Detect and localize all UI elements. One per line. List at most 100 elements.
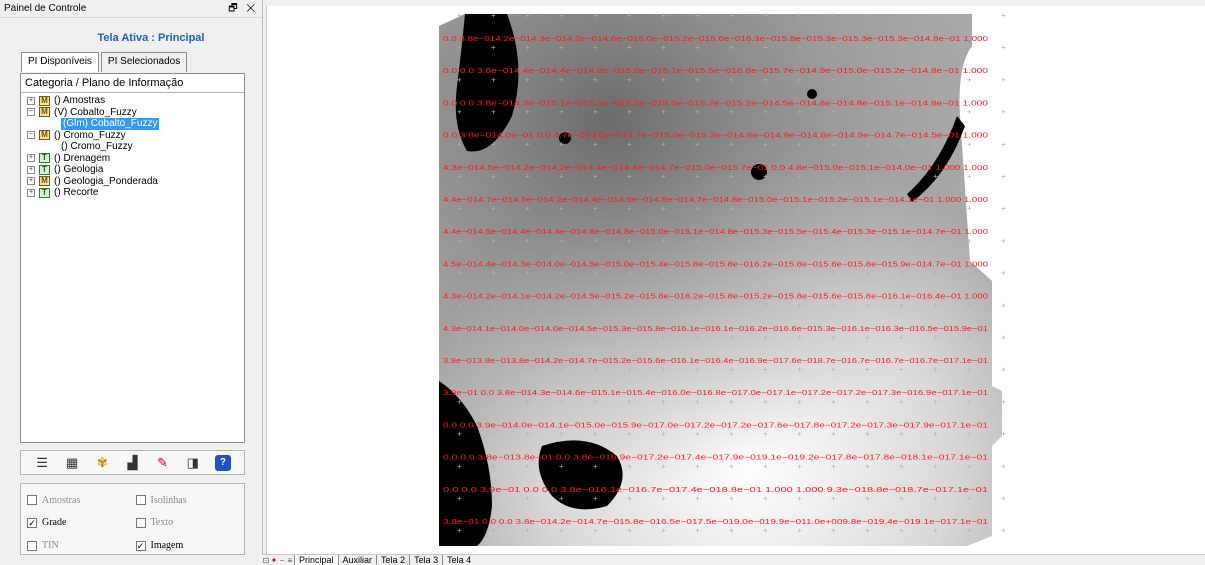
tree-node[interactable]: + T () Drenagem — [21, 153, 244, 165]
grid-marker: + — [831, 11, 836, 20]
expander-icon[interactable]: − — [27, 108, 35, 117]
tab-tela-4[interactable]: Tela 4 — [442, 555, 475, 565]
grid-marker: + — [797, 236, 802, 245]
grid-marker: + — [559, 365, 564, 374]
grid-marker: + — [865, 526, 870, 535]
grid-marker: + — [967, 333, 972, 342]
tree-node[interactable]: − M (V) Cobalto_Fuzzy — [21, 107, 244, 119]
grid-marker: + — [865, 365, 870, 374]
grid-marker: + — [593, 75, 598, 84]
option-label: TIN — [42, 540, 59, 552]
first-screen-icon[interactable]: ⊡ — [262, 555, 270, 565]
expander-icon[interactable]: + — [27, 188, 35, 197]
panel-title-bar: Painel de Controle 🗗 ✕ — [0, 0, 262, 18]
grid-marker: + — [933, 494, 938, 503]
grid-marker: + — [899, 494, 904, 503]
grid-marker: + — [865, 333, 870, 342]
grid-marker: + — [457, 204, 462, 213]
grid-marker: + — [457, 365, 462, 374]
tab-pi-disponiveis[interactable]: PI Disponíveis — [21, 52, 99, 72]
grid-marker: + — [525, 462, 530, 471]
grid-marker: + — [967, 269, 972, 278]
option-checkbox[interactable]: Texto — [135, 515, 245, 532]
grid-marker: + — [933, 269, 938, 278]
checkbox-icon[interactable] — [135, 517, 146, 528]
grid-marker: + — [763, 301, 768, 310]
option-checkbox[interactable]: Amostras — [27, 492, 136, 509]
list-icon[interactable]: ☰ — [36, 454, 48, 470]
grid-marker: + — [1001, 11, 1006, 20]
grid-marker: + — [967, 172, 972, 181]
panel-window-controls[interactable]: 🗗 ✕ — [228, 3, 258, 14]
tab-tela-2[interactable]: Tela 2 — [376, 555, 409, 565]
tree-node[interactable]: () Cromo_Fuzzy — [21, 141, 244, 153]
help-icon[interactable]: ? — [214, 454, 231, 471]
grid-marker: + — [967, 108, 972, 117]
grid-marker: + — [933, 75, 938, 84]
tab-pi-selecionados[interactable]: PI Selecionados — [100, 52, 188, 72]
grid-marker: + — [933, 140, 938, 149]
tree-node[interactable]: + T () Geologia — [21, 164, 244, 176]
grid-marker: + — [933, 11, 938, 20]
grid-marker: + — [661, 236, 666, 245]
category-badge-icon: M — [39, 95, 50, 106]
expander-icon[interactable]: + — [27, 165, 35, 174]
checkbox-icon[interactable]: ✓ — [27, 517, 37, 528]
add-screen-icon[interactable]: ✦ — [270, 555, 278, 565]
control-panel: Painel de Controle 🗗 ✕ Tela Ativa : Prin… — [0, 0, 263, 565]
map-canvas[interactable]: 0.0 3.8e−014.2e−014.3e−014.2e−014.6e−015… — [266, 6, 1205, 554]
grid-marker: + — [797, 333, 802, 342]
grid-marker: + — [797, 269, 802, 278]
tab-auxiliar[interactable]: Auxiliar — [337, 555, 377, 565]
menu-screen-icon[interactable]: ≡ — [287, 555, 293, 565]
expander-icon[interactable]: + — [27, 177, 35, 186]
tab-tela-3[interactable]: Tela 3 — [409, 555, 442, 565]
tree-node[interactable]: (Glm) Cobalto_Fuzzy — [21, 118, 244, 130]
grid-marker: + — [729, 301, 734, 310]
option-label: Isolinhas — [150, 494, 187, 506]
grid-marker: + — [525, 236, 530, 245]
grid-marker: + — [763, 172, 768, 181]
tree-node[interactable]: + M () Amostras — [21, 95, 244, 107]
option-checkbox[interactable]: TIN — [27, 537, 136, 554]
expander-icon[interactable]: + — [27, 154, 35, 163]
option-checkbox[interactable]: ✓ Imagem — [135, 537, 245, 554]
grid-marker: + — [797, 204, 802, 213]
checkbox-icon[interactable] — [27, 540, 37, 551]
table-icon[interactable]: ▦ — [66, 454, 79, 470]
grid-marker: + — [559, 140, 564, 149]
tree-node[interactable]: + T () Recorte — [21, 187, 244, 199]
tree-header: Categoria / Plano de Informação — [21, 74, 244, 93]
nodata-right-arc — [907, 116, 965, 202]
checkbox-icon[interactable] — [135, 495, 146, 506]
grid-marker: + — [831, 75, 836, 84]
expander-icon[interactable]: + — [27, 96, 35, 105]
grid-marker: + — [695, 108, 700, 117]
checkbox-icon[interactable] — [27, 495, 37, 506]
tree-node[interactable]: + M () Geologia_Ponderada — [21, 176, 244, 188]
grid-marker: + — [559, 172, 564, 181]
tree-node[interactable]: − M () Cromo_Fuzzy — [21, 130, 244, 142]
paint-icon[interactable]: ✾ — [96, 454, 108, 470]
expander-icon[interactable]: − — [27, 131, 35, 140]
layout-icon[interactable]: ◨ — [186, 454, 199, 470]
option-checkbox[interactable]: Isolinhas — [135, 492, 245, 509]
grid-marker: + — [831, 397, 836, 406]
grid-marker: + — [763, 236, 768, 245]
checkbox-icon[interactable]: ✓ — [135, 540, 146, 551]
remove-screen-icon[interactable]: − — [279, 555, 285, 565]
grid-marker: + — [865, 269, 870, 278]
pencil-icon[interactable]: ✎ — [157, 454, 169, 470]
grid-marker: + — [627, 301, 632, 310]
grid-row-label: 4.3e−014.5e−014.2e−014.2e−014.4e−014.4e−… — [443, 163, 988, 172]
chart-icon[interactable]: ▟ — [127, 454, 138, 470]
grid-marker: + — [695, 397, 700, 406]
grid-marker: + — [695, 43, 700, 52]
grid-marker: + — [797, 365, 802, 374]
option-checkbox[interactable]: ✓ Grade — [27, 515, 136, 532]
tree-node-label: () Geologia_Ponderada — [54, 175, 158, 187]
tab-principal[interactable]: Principal — [294, 555, 338, 565]
grid-marker: + — [967, 430, 972, 439]
grid-marker: + — [559, 430, 564, 439]
grid-marker: + — [627, 236, 632, 245]
